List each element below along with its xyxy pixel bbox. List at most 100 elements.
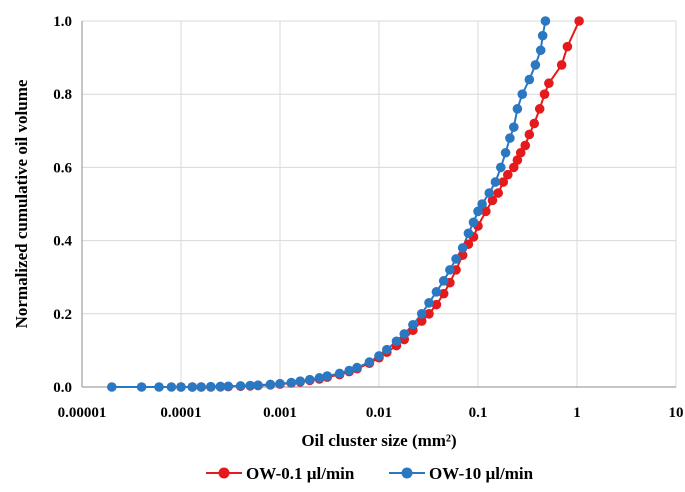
data-point-series-0: [556, 60, 567, 70]
data-point-series-1: [457, 243, 468, 253]
data-point-series-1: [391, 336, 402, 347]
x-tick-label: 0.1: [469, 405, 488, 421]
data-point-series-0: [544, 78, 554, 89]
x-axis-title: Oil cluster size (mm²): [301, 431, 456, 450]
data-point-series-1: [166, 382, 177, 392]
legend-label-ow-10: OW-10 µl/min: [429, 464, 534, 483]
y-tick-labels: 0.0 0.2 0.4 0.6 0.8 1.0: [53, 14, 72, 396]
x-tick-label: 1: [573, 405, 581, 421]
data-point-series-1: [517, 89, 528, 99]
data-point-series-1: [352, 362, 362, 373]
data-point-series-1: [245, 380, 255, 391]
data-point-series-0: [515, 147, 526, 158]
data-point-series-1: [537, 30, 548, 41]
legend-item-ow-10: OW-10 µl/min: [389, 464, 534, 483]
legend-label-ow-0-1: OW-0.1 µl/min: [246, 464, 355, 483]
series-lines: [111, 20, 581, 388]
data-point-series-0: [534, 104, 545, 114]
data-point-series-1: [496, 162, 506, 173]
data-point-series-1: [424, 298, 434, 308]
data-point-series-1: [382, 344, 392, 355]
data-point-series-1: [176, 382, 186, 392]
data-point-series-0: [512, 155, 523, 165]
data-point-series-1: [187, 382, 198, 392]
data-point-series-1: [305, 374, 315, 385]
x-tick-label: 0.0001: [160, 405, 201, 421]
data-point-series-0: [574, 16, 584, 26]
data-point-series-1: [399, 329, 410, 339]
data-point-series-1: [107, 382, 117, 392]
x-tick-label: 0.001: [263, 405, 297, 421]
data-point-series-0: [431, 299, 442, 310]
y-tick-label: 0.6: [53, 160, 72, 176]
data-point-series-1: [468, 217, 479, 228]
legend-marker-ow-0-1: [218, 467, 230, 479]
data-point-series-1: [505, 133, 515, 143]
data-point-series-1: [463, 228, 474, 239]
data-point-series-1: [286, 377, 297, 388]
data-point-series-0: [438, 288, 449, 299]
data-point-series-1: [438, 276, 449, 286]
legend: OW-0.1 µl/min OW-10 µl/min: [206, 464, 534, 483]
data-point-series-0: [509, 162, 519, 173]
data-point-series-1: [540, 16, 551, 26]
data-point-series-1: [500, 147, 511, 158]
data-point-series-1: [535, 45, 546, 56]
data-point-series-1: [364, 357, 375, 367]
data-point-series-1: [490, 177, 501, 187]
data-point-series-1: [265, 379, 276, 390]
data-point-series-1: [223, 381, 234, 392]
data-point-series-0: [562, 41, 573, 52]
x-tick-labels: 0.00001 0.0001 0.001 0.01 0.1 1 10: [58, 405, 684, 421]
series-line-0: [181, 20, 581, 388]
data-point-series-1: [314, 373, 325, 383]
data-point-series-1: [374, 351, 384, 361]
data-point-series-1: [473, 206, 483, 217]
data-point-series-0: [520, 140, 531, 151]
y-tick-label: 0.4: [53, 234, 72, 250]
data-point-series-1: [206, 381, 216, 392]
data-point-series-1: [530, 60, 541, 70]
data-point-series-1: [408, 319, 418, 330]
data-point-series-1: [451, 254, 461, 264]
data-point-series-1: [275, 378, 285, 389]
data-point-series-0: [493, 188, 504, 198]
data-point-series-1: [334, 368, 345, 379]
data-point-series-0: [498, 177, 509, 187]
data-point-series-1: [445, 265, 455, 275]
x-tick-label: 10: [669, 405, 684, 421]
data-point-series-0: [539, 89, 550, 99]
data-point-series-1: [196, 382, 207, 392]
data-point-series-1: [416, 309, 427, 319]
data-point-series-1: [509, 122, 519, 132]
data-point-series-1: [136, 382, 147, 392]
y-tick-label: 1.0: [53, 14, 72, 30]
data-point-series-1: [512, 104, 523, 114]
data-point-series-1: [215, 381, 226, 392]
data-point-series-1: [344, 365, 355, 376]
data-point-series-1: [477, 199, 487, 209]
y-tick-label: 0.8: [53, 87, 72, 103]
data-point-series-1: [484, 188, 495, 198]
data-point-series-0: [424, 309, 434, 319]
data-point-series-1: [322, 371, 333, 381]
grid-lines: [82, 20, 677, 387]
legend-item-ow-0-1: OW-0.1 µl/min: [206, 464, 355, 483]
data-point-series-0: [503, 169, 513, 180]
data-point-series-0: [487, 195, 498, 206]
data-point-series-0: [481, 206, 491, 217]
series-points: [107, 16, 584, 392]
y-tick-label: 0.2: [53, 307, 72, 323]
data-point-series-1: [295, 376, 306, 386]
legend-marker-ow-10: [401, 467, 413, 479]
data-point-series-1: [524, 74, 535, 85]
x-tick-label: 0.01: [366, 405, 392, 421]
data-point-series-1: [235, 381, 246, 391]
data-point-series-1: [431, 287, 442, 297]
y-tick-label: 0.0: [53, 380, 72, 396]
data-point-series-1: [154, 382, 164, 392]
x-tick-label: 0.00001: [58, 405, 107, 421]
data-point-series-0: [524, 129, 535, 140]
data-point-series-0: [416, 316, 427, 326]
